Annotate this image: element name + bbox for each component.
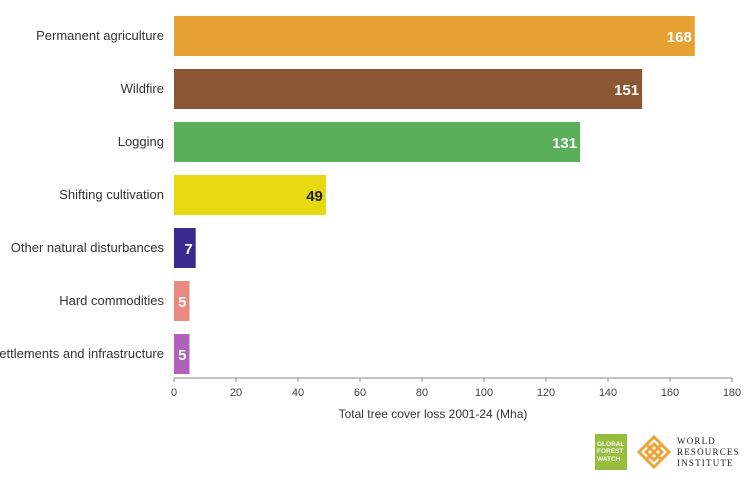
x-ticks-group: 0 20 40 60 80 100 120 140 160 180 [171,378,741,399]
wri-logo-line: INSTITUTE [677,457,734,468]
bar [174,175,326,215]
value-label: 168 [667,29,692,46]
value-label: 5 [178,347,186,364]
global-forest-watch-logo: GLOBAL FOREST WATCH [595,434,627,470]
gfw-logo-line: GLOBAL [597,440,625,448]
x-tick-label: 40 [292,387,304,399]
wri-logo-text: WORLD RESOURCES INSTITUTE [677,436,747,469]
x-tick-label: 100 [475,387,493,399]
wri-logo-line: WORLD [677,435,716,446]
category-label: Wildfire [121,81,164,96]
value-label: 49 [306,188,323,205]
category-label: Settlements and infrastructure [0,346,164,361]
bar [174,122,581,162]
tree-cover-loss-bar-chart: Permanent agriculture Wildfire Logging Shif… [0,16,741,421]
bar [174,69,643,109]
x-tick-label: 140 [599,387,617,399]
x-tick-label: 0 [171,387,177,399]
wri-logo-line: RESOURCES [677,446,740,457]
bar [174,16,695,56]
bar [174,228,196,268]
bar [174,334,190,374]
category-label: Other natural disturbances [11,240,165,255]
x-axis-title: Total tree cover loss 2001-24 (Mha) [339,407,528,421]
value-label: 151 [614,82,639,99]
x-tick-label: 180 [723,387,741,399]
category-label: Permanent agriculture [36,28,164,43]
category-label: Hard commodities [59,293,164,308]
value-labels-group: 168 151 131 49 7 5 5 [178,29,692,364]
x-tick-label: 80 [416,387,428,399]
x-tick-label: 60 [354,387,366,399]
value-label: 7 [184,241,192,258]
gfw-logo-line: FOREST [597,448,624,456]
value-label: 131 [552,135,577,152]
gfw-logo-line: WATCH [597,455,621,463]
wri-logo-icon [637,435,671,469]
category-labels-group: Permanent agriculture Wildfire Logging Shif… [0,28,164,361]
category-label: Logging [118,134,164,149]
x-tick-label: 160 [661,387,679,399]
x-tick-label: 20 [230,387,242,399]
bar [174,281,190,321]
category-label: Shifting cultivation [59,187,164,202]
x-tick-label: 120 [537,387,555,399]
bars-group [174,16,695,374]
value-label: 5 [178,294,186,311]
logos: GLOBAL FOREST WATCH WORLD RESOURCES INST… [595,432,747,472]
